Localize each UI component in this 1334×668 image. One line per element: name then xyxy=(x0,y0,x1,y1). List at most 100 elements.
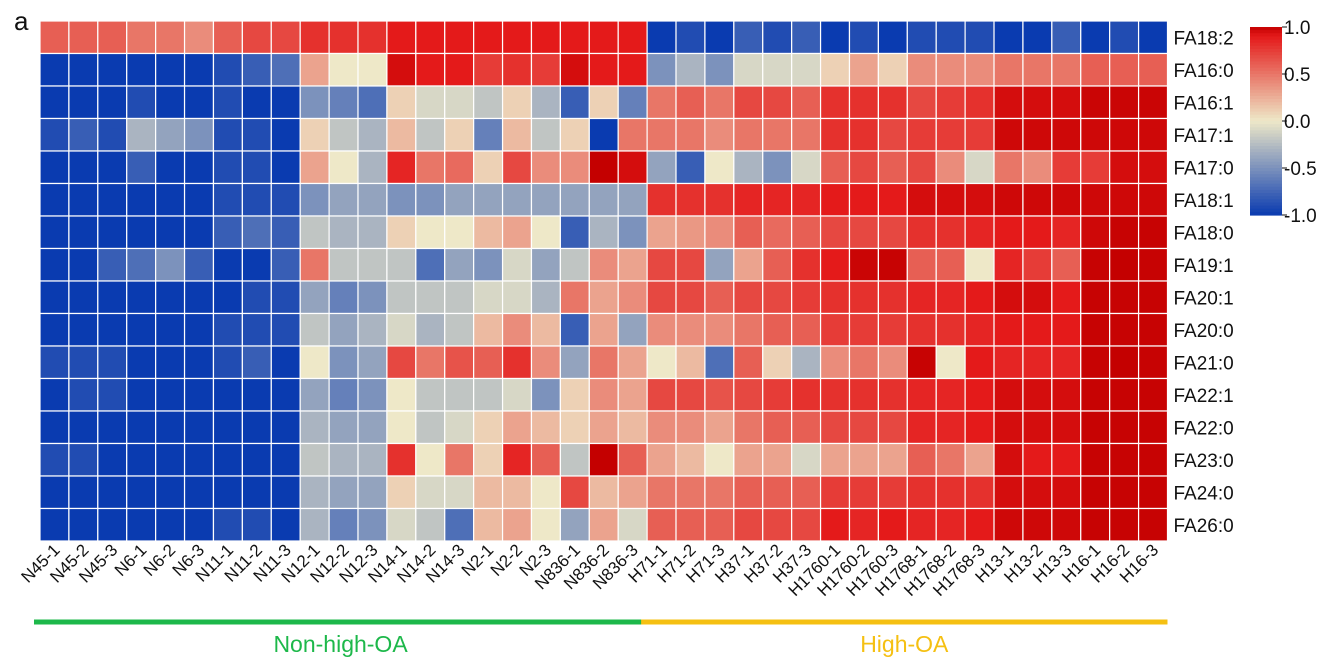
heatmap-cell xyxy=(935,182,966,217)
heatmap-cell xyxy=(39,150,70,185)
heatmap-cell xyxy=(1080,20,1111,55)
heatmap-cell xyxy=(415,442,446,477)
heatmap-cell xyxy=(1137,507,1169,542)
heatmap-cell xyxy=(473,247,504,282)
heatmap-cell xyxy=(675,150,706,185)
colorbar-segment xyxy=(1250,52,1282,56)
heatmap-cell xyxy=(762,117,793,152)
heatmap-cell xyxy=(877,475,908,510)
heatmap-cell xyxy=(126,410,157,445)
heatmap-cell xyxy=(155,475,186,510)
heatmap-cell xyxy=(1051,280,1082,315)
heatmap-cell xyxy=(935,215,966,250)
colorbar-segment xyxy=(1250,208,1282,213)
heatmap-cell xyxy=(877,150,908,185)
heatmap-cell xyxy=(97,442,128,477)
colorbar-segment xyxy=(1250,164,1282,169)
colorbar-segment xyxy=(1250,70,1282,75)
heatmap-cell xyxy=(791,117,822,152)
heatmap-cell xyxy=(733,215,764,250)
heatmap-cell xyxy=(328,182,359,217)
heatmap-cell xyxy=(386,280,417,315)
colorbar-segment xyxy=(1250,42,1282,47)
heatmap-cell xyxy=(906,475,937,510)
heatmap-cell xyxy=(1109,377,1140,412)
row-label: FA23:0 xyxy=(1173,451,1233,472)
heatmap-cell xyxy=(39,117,70,152)
heatmap-cell xyxy=(530,215,561,250)
colorbar-segment xyxy=(1250,189,1282,194)
colorbar-segment xyxy=(1250,158,1282,163)
heatmap-cell xyxy=(588,410,619,445)
heatmap-cell xyxy=(588,215,619,250)
heatmap-cell xyxy=(675,52,706,87)
heatmap-cell xyxy=(733,507,764,542)
colorbar-segment xyxy=(1250,99,1282,103)
heatmap-cell xyxy=(155,345,186,380)
colorbar-segment xyxy=(1250,196,1282,200)
heatmap-cell xyxy=(299,345,330,380)
heatmap-cell xyxy=(906,20,937,55)
heatmap-cell xyxy=(501,410,533,445)
colorbar-segment xyxy=(1250,199,1282,204)
heatmap-cell xyxy=(559,442,590,477)
heatmap-cell xyxy=(212,150,243,185)
heatmap-cell xyxy=(270,377,301,412)
heatmap-cell xyxy=(848,442,879,477)
heatmap-cell xyxy=(675,182,706,217)
heatmap-cell xyxy=(501,150,533,185)
colorbar-segment xyxy=(1250,83,1282,88)
heatmap-cell xyxy=(68,475,99,510)
heatmap-cell xyxy=(473,345,504,380)
heatmap-cell xyxy=(530,280,561,315)
heatmap-cell xyxy=(935,442,966,477)
heatmap-cell xyxy=(675,247,706,282)
heatmap-cell xyxy=(299,507,330,542)
heatmap-cell xyxy=(1022,442,1053,477)
heatmap-cell xyxy=(733,247,764,282)
heatmap-cell xyxy=(97,85,128,120)
row-label: FA20:0 xyxy=(1173,321,1233,342)
heatmap-cell xyxy=(415,182,446,217)
colorbar-tick-label: -1.0 xyxy=(1284,206,1317,227)
heatmap-cell xyxy=(299,280,330,315)
heatmap-cell xyxy=(126,117,157,152)
heatmap-cell xyxy=(675,345,706,380)
heatmap-cell xyxy=(68,280,99,315)
heatmap-cell xyxy=(270,52,301,87)
heatmap-cell xyxy=(183,182,215,217)
heatmap-cell xyxy=(501,20,533,55)
heatmap-cell xyxy=(1137,215,1169,250)
heatmap-cell xyxy=(68,117,99,152)
heatmap-cell xyxy=(906,117,937,152)
colorbar-segment xyxy=(1250,33,1282,37)
heatmap-cell xyxy=(762,442,793,477)
heatmap-cell xyxy=(155,52,186,87)
heatmap-cell xyxy=(935,312,966,347)
heatmap-cell xyxy=(848,377,879,412)
heatmap-cell xyxy=(68,507,99,542)
colorbar-segment xyxy=(1250,211,1282,216)
heatmap-cell xyxy=(819,182,851,217)
heatmap-cell xyxy=(791,20,822,55)
heatmap-cell xyxy=(299,312,330,347)
heatmap-cell xyxy=(68,345,99,380)
colorbar-tick-label: -0.5 xyxy=(1284,159,1317,180)
heatmap-cell xyxy=(357,117,388,152)
heatmap-cell xyxy=(1051,410,1082,445)
heatmap-cell xyxy=(762,215,793,250)
colorbar-segment xyxy=(1250,142,1282,147)
heatmap-cell xyxy=(1080,52,1111,87)
heatmap-cell xyxy=(328,475,359,510)
heatmap-cell xyxy=(762,20,793,55)
heatmap-cell xyxy=(68,215,99,250)
heatmap-cell xyxy=(444,117,475,152)
heatmap-cell xyxy=(1080,85,1111,120)
heatmap-cell xyxy=(733,182,764,217)
heatmap-cell xyxy=(819,52,851,87)
heatmap-cell xyxy=(704,117,735,152)
row-label: FA18:2 xyxy=(1173,28,1233,49)
heatmap-cell xyxy=(386,215,417,250)
heatmap-cell xyxy=(1022,247,1053,282)
row-label: FA17:1 xyxy=(1173,126,1233,147)
